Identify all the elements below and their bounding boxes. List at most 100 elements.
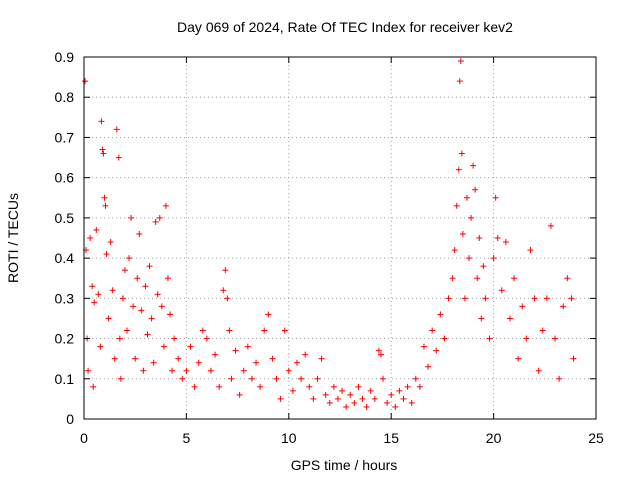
data-point [109,287,116,294]
data-point [478,315,485,322]
data-point [117,375,124,382]
data-point [449,275,456,282]
data-point [459,230,466,237]
data-point [102,202,109,209]
data-point [302,351,309,358]
data-point [97,343,104,350]
data-point [115,154,122,161]
data-point [132,355,139,362]
data-point [244,343,251,350]
data-point [285,367,292,374]
data-point [527,247,534,254]
data-point [457,58,464,65]
data-point [466,255,473,262]
data-point [261,327,268,334]
data-point [90,383,97,390]
data-point [175,355,182,362]
data-point [511,275,518,282]
data-point [552,335,559,342]
data-point [187,343,194,350]
data-point [556,375,563,382]
data-point [199,327,206,334]
data-point [384,399,391,406]
data-point [531,295,538,302]
x-axis-label: GPS time / hours [291,457,398,473]
data-point [273,375,280,382]
data-point [429,327,436,334]
data-point [322,391,329,398]
data-point [113,126,120,133]
data-point [207,367,214,374]
data-point [144,331,151,338]
y-tick-label: 0.9 [55,49,75,65]
data-point [183,367,190,374]
data-point [265,311,272,318]
data-point [535,367,542,374]
data-point [82,78,89,85]
data-point [128,214,135,221]
grid-layer [84,57,596,419]
data-point [441,335,448,342]
data-point [400,395,407,402]
data-point [412,375,419,382]
data-point [547,222,554,229]
data-point [476,235,483,241]
data-point [142,283,149,290]
data-point [281,327,288,334]
data-point [367,387,374,394]
data-point [167,311,174,318]
data-point [162,202,169,209]
data-point [119,295,126,302]
x-tick-label: 25 [588,430,604,446]
plot-frame [83,56,597,420]
data-point [420,343,427,350]
data-point [492,194,499,201]
data-point [124,327,131,334]
y-tick-label: 0.8 [55,89,75,105]
data-point [160,343,167,350]
data-point [226,327,233,334]
data-point [293,359,300,366]
data-point [228,375,235,382]
data-point [396,387,403,394]
data-point [347,391,354,398]
data-point [138,307,145,314]
data-point [334,395,341,402]
data-point [494,235,501,241]
data-point [468,214,475,221]
y-tick-label: 0.6 [55,170,75,186]
data-point [458,150,465,157]
data-point [164,275,171,282]
data-point [523,335,530,342]
data-point [482,295,489,302]
x-tick-label: 5 [183,430,191,446]
data-point [100,150,107,157]
data-point [363,403,370,410]
x-tick-label: 0 [80,430,88,446]
data-point [154,291,161,298]
data-point [134,275,141,282]
data-point [456,78,463,85]
data-point [232,347,239,354]
data-point [343,403,350,410]
data-point [355,383,362,390]
data-point [93,226,100,233]
data-layer [82,58,577,410]
y-tick-label: 0.1 [55,371,75,387]
data-point [326,399,333,406]
data-point [240,367,247,374]
data-point [269,355,276,362]
data-point [257,383,264,390]
data-point [377,351,384,358]
data-point [152,218,159,225]
data-point [388,391,395,398]
data-point [216,383,223,390]
data-point [169,367,176,374]
data-point [515,355,522,362]
data-point [171,335,178,342]
data-point [339,387,346,394]
data-point [543,295,550,302]
data-point [248,375,255,382]
data-point [140,367,147,374]
data-point [158,303,165,310]
